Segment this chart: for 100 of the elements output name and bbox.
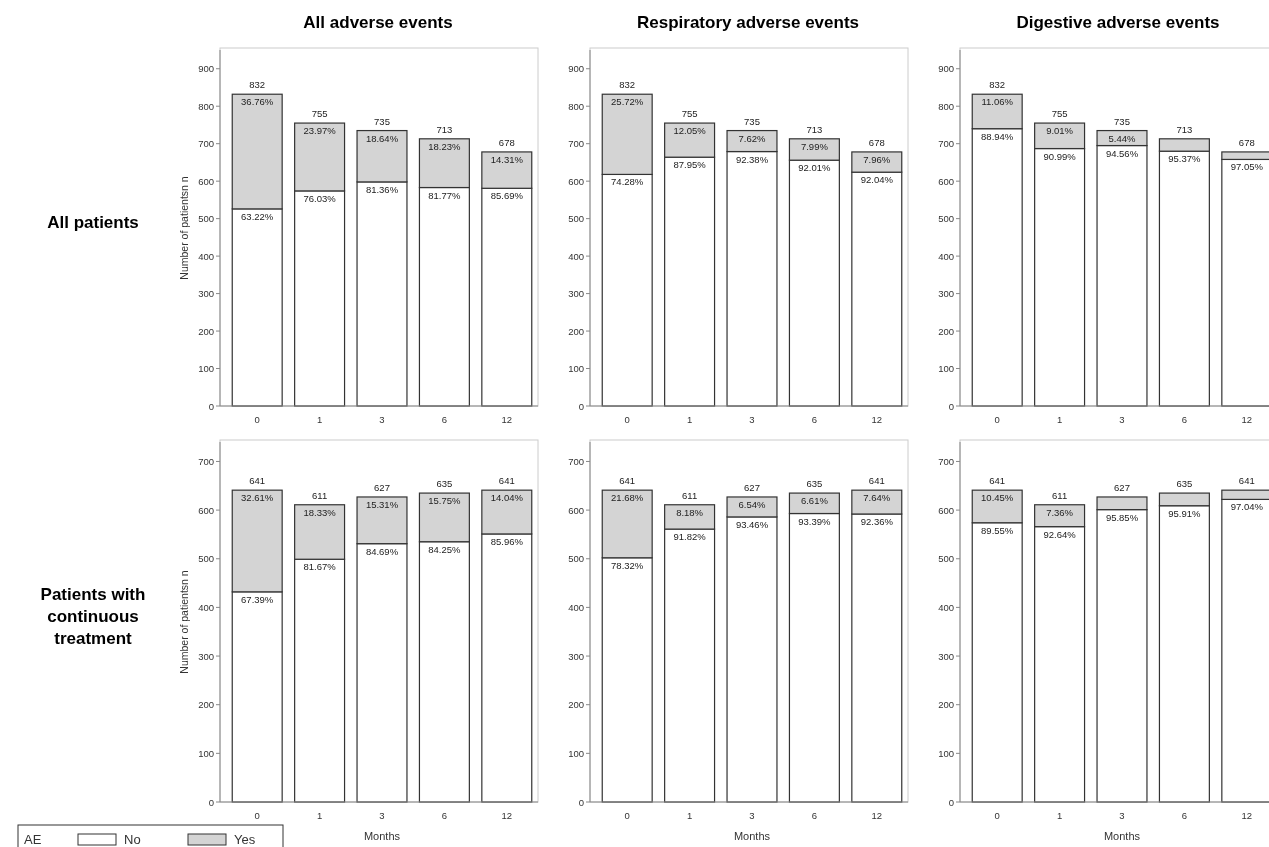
x-tick-label: 3	[1119, 810, 1125, 821]
total-label: 641	[1238, 475, 1255, 487]
y-tick-label: 300	[938, 288, 954, 300]
annotation: 7.36%	[1046, 506, 1074, 518]
annotation: 5.44%	[1108, 132, 1137, 144]
y-tick-label: 200	[198, 325, 214, 337]
y-tick-label: 400	[568, 250, 584, 262]
annotation: 85.96%	[490, 535, 524, 547]
y-tick-label: 0	[578, 796, 584, 808]
total-label: 641	[619, 475, 636, 487]
annotation: 97.05%	[1230, 161, 1264, 173]
annotation: 11.06%	[981, 96, 1014, 108]
x-tick-label: 6	[441, 414, 448, 425]
total-label: 713	[806, 123, 823, 135]
total-label: 735	[374, 115, 390, 127]
total-label: 641	[868, 475, 885, 487]
y-tick-label: 700	[198, 138, 214, 150]
y-tick-label: 600	[938, 175, 954, 187]
x-tick-label: 12	[501, 414, 513, 425]
annotation: 14.04%	[490, 492, 524, 504]
annotation: 95.37%	[1168, 153, 1202, 165]
x-axis-title: Months	[1103, 830, 1141, 842]
y-tick-label: 700	[938, 138, 954, 150]
chart-title: All adverse events	[303, 13, 453, 32]
y-tick-label: 100	[938, 747, 954, 759]
x-tick-label: 1	[1056, 414, 1063, 425]
x-tick-label: 3	[749, 414, 755, 425]
annotation: 84.25%	[428, 543, 462, 555]
annotation: 15.75%	[428, 495, 462, 507]
y-tick-label: 200	[568, 699, 584, 711]
y-tick-label: 900	[938, 63, 954, 75]
y-tick-label: 200	[568, 325, 584, 337]
total-label: 641	[989, 475, 1006, 487]
annotation: 6.54%	[738, 498, 767, 510]
total-label: 678	[868, 136, 885, 148]
annotation: 81.77%	[428, 189, 462, 201]
annotation: 14.31%	[490, 153, 524, 165]
annotation: 23.97%	[303, 125, 337, 137]
y-tick-label: 700	[568, 138, 584, 150]
total-label: 832	[249, 79, 266, 91]
annotation: 95.85%	[1105, 511, 1139, 523]
x-tick-label: 12	[501, 810, 513, 821]
annotation: 6.61%	[800, 495, 829, 507]
y-axis-title: Number of patientsn n	[178, 176, 190, 280]
annotation: 74.28%	[611, 176, 644, 188]
annotation: 92.01%	[798, 162, 832, 174]
x-tick-label: 12	[871, 810, 883, 821]
x-tick-label: 0	[624, 414, 630, 425]
y-tick-label: 500	[198, 213, 214, 225]
y-tick-label: 300	[198, 650, 214, 662]
y-tick-label: 0	[948, 796, 954, 808]
annotation: 63.22%	[241, 210, 274, 222]
x-tick-label: 3	[379, 810, 385, 821]
annotation: 36.76%	[241, 96, 274, 108]
annotation: 81.67%	[303, 561, 337, 573]
annotation: 89.55%	[981, 524, 1014, 536]
y-tick-label: 200	[198, 699, 214, 711]
annotation: 7.99%	[800, 140, 829, 152]
y-tick-label: 100	[198, 363, 214, 375]
x-tick-label: 1	[1056, 810, 1063, 821]
y-tick-label: 200	[938, 325, 954, 337]
x-tick-label: 6	[1181, 810, 1188, 821]
x-tick-label: 1	[316, 414, 323, 425]
annotation: 7.64%	[863, 492, 891, 504]
annotation: 97.04%	[1230, 501, 1264, 513]
x-axis-title: Months	[363, 830, 401, 842]
annotation: 92.64%	[1043, 528, 1077, 540]
total-label: 627	[374, 481, 390, 493]
y-tick-label: 600	[938, 504, 954, 516]
legend-label: Yes	[234, 832, 256, 847]
y-tick-label: 900	[568, 63, 584, 75]
annotation: 91.82%	[673, 531, 707, 543]
y-tick-label: 400	[198, 601, 214, 613]
annotation: 18.33%	[303, 506, 337, 518]
x-tick-label: 12	[871, 414, 883, 425]
annotation: 95.91%	[1168, 507, 1202, 519]
total-label: 627	[744, 481, 760, 493]
x-tick-label: 0	[994, 810, 1000, 821]
x-tick-label: 6	[441, 810, 448, 821]
total-label: 635	[436, 478, 453, 490]
x-tick-label: 3	[749, 810, 755, 821]
y-tick-label: 900	[198, 63, 214, 75]
y-tick-label: 600	[568, 504, 584, 516]
annotation: 7.62%	[738, 132, 767, 144]
annotation: 18.64%	[365, 132, 399, 144]
y-tick-label: 800	[198, 100, 214, 112]
annotation: 15.31%	[365, 498, 399, 510]
x-tick-label: 1	[686, 810, 693, 821]
total-label: 627	[1114, 481, 1130, 493]
annotation: 18.23%	[428, 140, 462, 152]
x-tick-label: 12	[1241, 414, 1253, 425]
y-tick-label: 300	[568, 650, 584, 662]
annotation: 7.96%	[863, 153, 891, 165]
total-label: 832	[619, 79, 636, 91]
y-tick-label: 100	[568, 747, 584, 759]
total-label: 635	[1176, 478, 1193, 490]
x-tick-label: 0	[254, 414, 260, 425]
x-axis-title: Months	[733, 830, 771, 842]
y-tick-label: 400	[568, 601, 584, 613]
annotation: 78.32%	[611, 559, 644, 571]
